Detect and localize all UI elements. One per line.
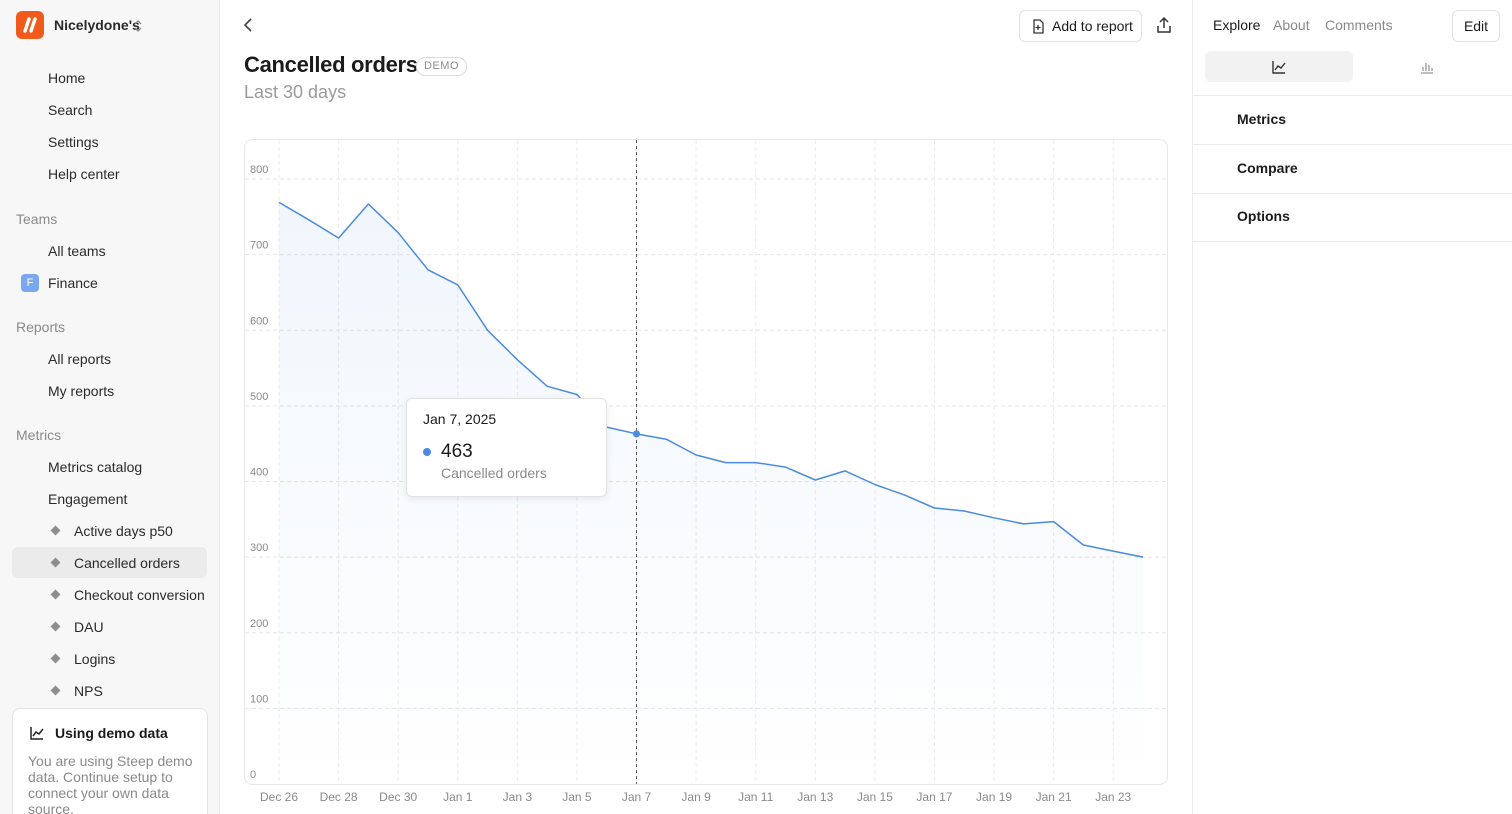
section-title: Reports	[16, 319, 66, 335]
sidebar-item[interactable]: Finance	[48, 275, 98, 291]
series-line	[278, 201, 1144, 558]
sidebar-item[interactable]: My reports	[48, 383, 115, 399]
share-button[interactable]	[1155, 16, 1173, 34]
section-label: Compare	[1237, 159, 1298, 176]
panel-section[interactable]: Metrics	[1193, 96, 1512, 145]
area-fill	[279, 202, 1143, 784]
demo-text: You are using Steep demo data. Continue …	[28, 753, 193, 814]
y-tick-label: 600	[250, 315, 268, 327]
demo-icon	[30, 727, 44, 740]
add-icon	[1033, 19, 1044, 34]
panel-tab[interactable]: Comments	[1325, 17, 1393, 33]
diamond-bullet	[50, 589, 61, 600]
nav-item[interactable]: Settings	[48, 134, 99, 150]
section-label: Metrics	[1237, 111, 1287, 127]
x-tick-label: Dec 26	[260, 790, 298, 804]
y-tick-label: 100	[250, 693, 268, 705]
y-tick-label: 300	[250, 542, 268, 554]
nav-item[interactable]: Home	[48, 70, 86, 86]
sidebar: Nicelydone's Home Search Settings Help cent…	[0, 0, 220, 814]
x-tick-label: Jan 7	[622, 790, 652, 804]
nav-item[interactable]: Help center	[48, 166, 120, 182]
metric-item[interactable]: DAU	[74, 619, 104, 635]
y-tick-label: 700	[250, 240, 268, 252]
x-tick-label: Jan 13	[797, 790, 833, 804]
right-panel: Edit Explore About Comments Metrics Compare O…	[1192, 0, 1512, 814]
x-tick-label: Jan 11	[738, 790, 773, 804]
add-to-report-label: Add to report	[1052, 18, 1133, 34]
tooltip-value: 463	[441, 441, 473, 462]
panel-section[interactable]: Options	[1193, 193, 1512, 242]
logo-glyph	[23, 17, 37, 33]
section-title: Teams	[16, 211, 58, 227]
x-tick-label: Jan 19	[976, 790, 1012, 804]
metric-item[interactable]: Logins	[74, 651, 116, 667]
section-label: Options	[1237, 208, 1290, 224]
back-button[interactable]	[241, 17, 255, 33]
page-subtitle: Last 30 days	[244, 82, 347, 102]
divider	[1193, 95, 1512, 96]
y-tick-label: 500	[250, 391, 268, 403]
x-tick-label: Jan 5	[562, 790, 592, 804]
y-tick-label: 400	[250, 467, 268, 479]
x-tick-label: Dec 28	[320, 790, 358, 804]
diamond-bullet	[50, 525, 61, 536]
x-tick-label: Jan 1	[443, 790, 473, 804]
x-tick-label: Jan 15	[857, 790, 893, 804]
chart: 0 100 200 300 400 500 600 700 800 Dec 26 Dec 28 Dec…	[244, 139, 1168, 804]
y-tick-label: 200	[250, 618, 268, 630]
team-avatar: F	[21, 274, 39, 292]
sidebar-item[interactable]: All reports	[48, 351, 112, 367]
line-icon	[1272, 61, 1286, 74]
panel-section[interactable]: Compare	[1193, 145, 1512, 194]
tooltip: Jan 7, 2025 463 Cancelled orders	[406, 398, 607, 497]
panel-tab[interactable]: About	[1273, 17, 1310, 33]
diamond-bullet	[50, 685, 61, 696]
sidebar-item[interactable]: Metrics catalog	[48, 459, 143, 475]
demo-badge: DEMO	[416, 57, 467, 76]
diamond-bullet	[50, 621, 61, 632]
y-tick-label: 0	[250, 769, 256, 781]
sidebar-item[interactable]: Engagement	[48, 491, 128, 507]
tooltip-dot	[423, 448, 431, 456]
workspace-logo	[16, 11, 44, 39]
y-tick-label: 800	[250, 164, 268, 176]
add-to-report-button[interactable]: Add to report	[1019, 10, 1142, 42]
hover-point	[633, 430, 641, 438]
x-tick-label: Dec 30	[379, 790, 417, 804]
workspace-name[interactable]: Nicelydone's	[54, 17, 140, 33]
x-tick-label: Jan 3	[503, 790, 533, 804]
line-view-toggle[interactable]	[1205, 51, 1353, 82]
selected-row	[12, 547, 207, 578]
demo-card: Using demo data You are using Steep demo…	[12, 708, 208, 814]
workspace-switch-icon[interactable]	[133, 19, 143, 33]
metric-item[interactable]: Checkout conversion	[74, 587, 205, 603]
nav-item[interactable]: Search	[48, 102, 93, 118]
metric-item[interactable]: Active days p50	[74, 523, 173, 539]
demo-title: Using demo data	[55, 725, 168, 741]
x-tick-label: Jan 9	[681, 790, 711, 804]
panel-tab[interactable]: Explore	[1213, 17, 1261, 33]
sidebar-item[interactable]: All teams	[48, 243, 106, 259]
metric-item[interactable]: Cancelled orders	[74, 555, 180, 571]
x-tick-label: Jan 21	[1036, 790, 1072, 804]
edit-button[interactable]: Edit	[1452, 10, 1500, 42]
tooltip-date: Jan 7, 2025	[423, 411, 497, 427]
metric-item[interactable]: NPS	[74, 683, 103, 699]
page-title: Cancelled orders	[244, 52, 418, 77]
bar-view-toggle[interactable]	[1419, 59, 1435, 75]
x-tick-label: Jan 17	[916, 790, 952, 804]
diamond-bullet	[50, 653, 61, 664]
tooltip-series: Cancelled orders	[441, 465, 547, 481]
section-title: Metrics	[16, 427, 62, 443]
x-tick-label: Jan 23	[1095, 790, 1131, 804]
